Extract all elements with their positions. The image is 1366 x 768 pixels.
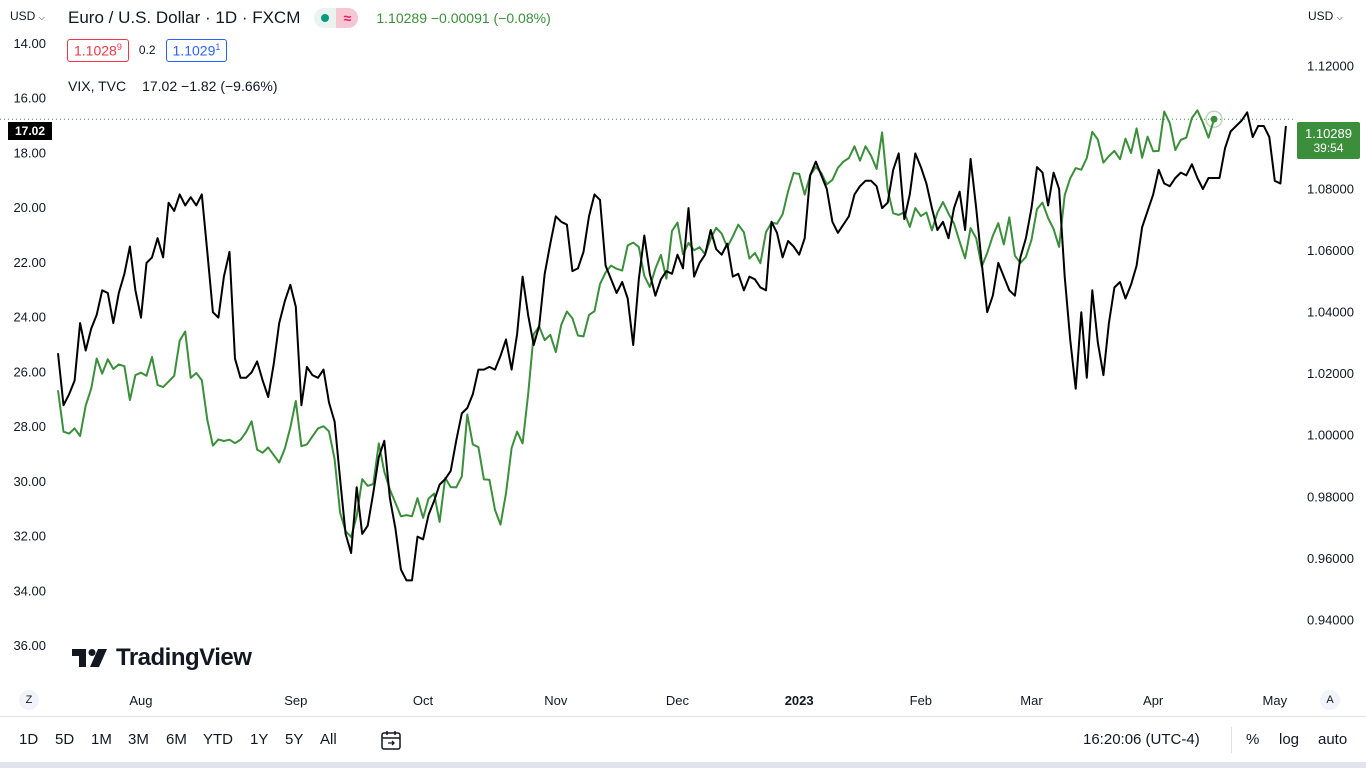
bid-price-pip: 9 [116,42,122,52]
time-axis-label: Mar [1020,693,1043,708]
range-button-5d[interactable]: 5D [55,731,75,748]
bid-price: 1.1028 [74,42,117,59]
time-axis-label: Nov [544,693,568,708]
bid-ask-panel: 1.10289 0.2 1.10291 [67,39,228,62]
bottom-edge [0,762,1366,768]
right-currency-selector[interactable]: USD ⌵ [1308,9,1343,23]
ask-price: 1.1029 [172,42,216,59]
series-layer [57,109,1287,582]
time-axis-label: Oct [413,693,434,708]
left-axis-tick: 24.00 [13,310,46,325]
left-axis-tick: 18.00 [13,145,46,160]
range-button-1d[interactable]: 1D [19,731,39,748]
left-scale-button[interactable]: Z [19,690,39,710]
left-axis-tick: 26.00 [13,364,46,379]
clock-timezone[interactable]: 16:20:06 (UTC-4) [1083,731,1200,748]
last-price-dot-ring [1205,110,1223,128]
range-button-6m[interactable]: 6M [166,731,187,748]
range-button-all[interactable]: All [320,731,337,748]
left-axis-tick: 14.00 [13,36,46,51]
time-axis-label: Feb [910,693,932,708]
right-axis-tick: 1.06000 [1307,243,1354,258]
log-scale-toggle[interactable]: log [1279,731,1300,748]
last-change: 1.10289 −0.00091 (−0.08%) [376,10,551,26]
time-axis[interactable]: Aug Sep Oct Nov Dec 2023 Feb Mar Apr May [129,693,1287,708]
right-axis-tick: 0.94000 [1307,612,1354,627]
left-currency-label: USD [10,9,36,23]
last-price-dot [1210,115,1218,123]
range-button-5y[interactable]: 5Y [285,731,304,748]
right-axis-tick: 0.98000 [1307,489,1354,504]
toolbar-divider-vertical [1231,727,1232,753]
left-axis-last-value: 17.02 [8,122,52,140]
left-axis-tick: 36.00 [13,638,46,653]
right-currency-label: USD [1308,9,1334,23]
left-currency-selector[interactable]: USD ⌵ [10,9,45,23]
time-axis-label: May [1263,693,1288,708]
spread: 0.2 [138,43,156,58]
right-axis-tick: 1.08000 [1307,182,1354,197]
right-axis-tick: 1.00000 [1307,428,1354,443]
market-open-icon [314,8,336,28]
right-axis-price-value: 1.10289 [1305,126,1352,141]
time-axis-label: Dec [666,693,690,708]
right-axis-tick: 1.12000 [1307,59,1354,74]
tradingview-logo-text: TradingView [116,644,252,671]
time-axis-label: Aug [129,693,152,708]
right-axis-tick: 1.04000 [1307,305,1354,320]
auto-scale-toggle[interactable]: auto [1318,731,1348,748]
tradingview-logo[interactable]: TradingView [72,644,252,672]
bar-countdown: 39:54 [1313,141,1344,155]
percent-scale-toggle[interactable]: % [1246,731,1260,748]
symbol-title[interactable]: Euro / U.S. Dollar · 1D · FXCM [68,8,301,27]
calendar-range-icon[interactable] [380,729,402,751]
left-axis[interactable]: 14.00 16.00 18.00 20.00 22.00 24.00 26.00 28.00… [13,36,46,653]
symbol-legend[interactable]: Euro / U.S. Dollar · 1D · FXCM ≈ 1.10289… [68,8,551,28]
range-button-3m[interactable]: 3M [128,731,149,748]
right-axis-tick: 0.96000 [1307,551,1354,566]
left-axis-tick: 22.00 [13,255,46,270]
buy-button[interactable]: 1.10291 [165,39,228,62]
eurusd-series-line[interactable] [57,109,1215,538]
sell-button[interactable]: 1.10289 [67,39,129,62]
left-axis-tick: 30.00 [13,474,46,489]
ask-price-pip: 1 [215,42,221,52]
market-status-badges[interactable]: ≈ [314,8,359,28]
chevron-down-icon: ⌵ [38,13,45,22]
right-axis-tick: 1.02000 [1307,366,1354,381]
left-axis-tick: 20.00 [13,200,46,215]
left-axis-tick: 16.00 [13,91,46,106]
range-button-ytd[interactable]: YTD [203,731,233,748]
tradingview-logo-icon [72,649,107,667]
left-axis-tick: 34.00 [13,583,46,598]
auto-scale-button[interactable]: A [1320,690,1340,710]
range-button-1m[interactable]: 1M [91,731,112,748]
left-axis-tick: 28.00 [13,419,46,434]
range-button-1y[interactable]: 1Y [250,731,269,748]
toolbar-divider [0,716,1366,717]
compare-values: 17.02 −1.82 (−9.66%) [142,78,278,94]
vix-series-line[interactable] [57,111,1287,582]
chevron-down-icon: ⌵ [1336,13,1343,22]
time-axis-label: 2023 [785,693,814,708]
time-axis-label: Sep [284,693,307,708]
compare-legend[interactable]: VIX, TVC 17.02 −1.82 (−9.66%) [68,78,278,94]
compare-symbol[interactable]: VIX, TVC [68,78,127,94]
left-axis-tick: 32.00 [13,529,46,544]
time-axis-label: Apr [1143,693,1164,708]
delayed-data-icon: ≈ [336,8,359,28]
right-axis-last-price: 1.10289 39:54 [1297,122,1360,159]
